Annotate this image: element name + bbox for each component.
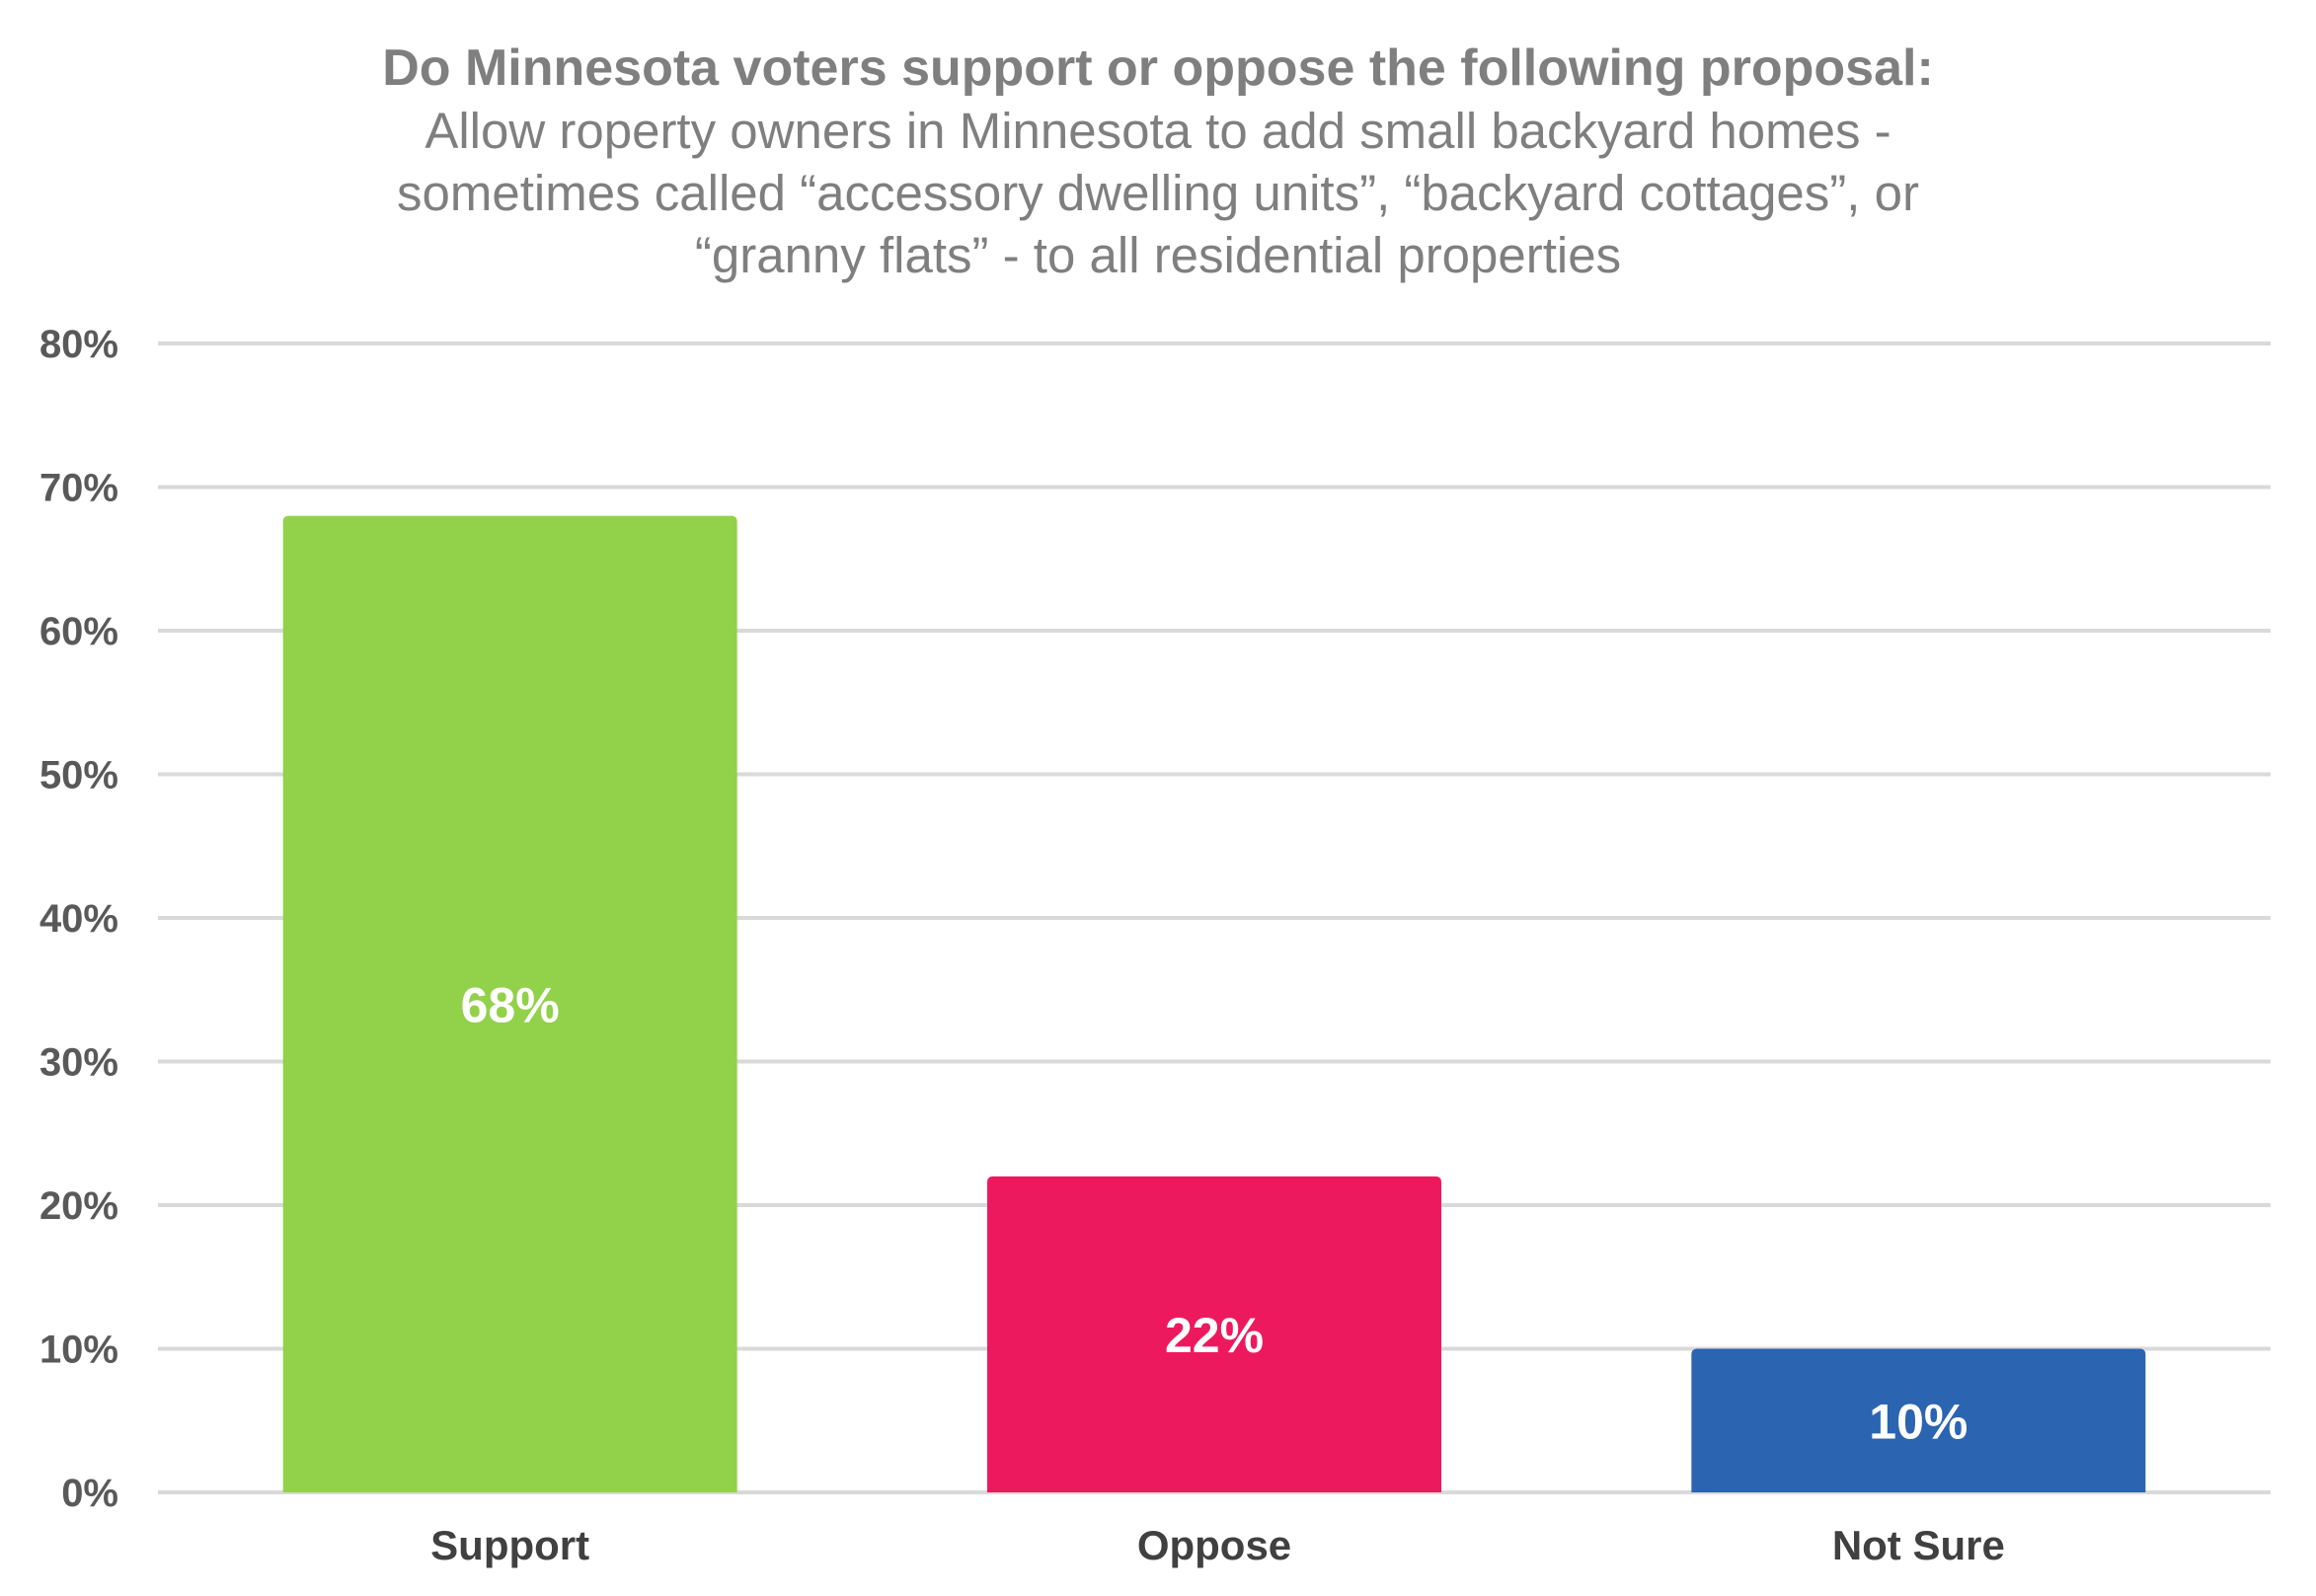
bar-not-sure [1691, 1348, 2146, 1492]
data-label-not-sure: 10% [1869, 1394, 1968, 1449]
bar-oppose [987, 1176, 1441, 1492]
y-tick-label-60: 60% [39, 610, 118, 653]
data-label-support: 68% [461, 977, 560, 1032]
category-label-not-sure: Not Sure [1832, 1522, 2005, 1568]
y-tick-label-30: 30% [39, 1041, 118, 1085]
chart-subtitle-line-2: sometimes called “accessory dwelling uni… [397, 165, 1919, 221]
y-tick-label-10: 10% [39, 1329, 118, 1372]
data-label-oppose: 22% [1165, 1308, 1264, 1363]
chart-subtitle-line-1: Allow roperty owners in Minnesota to add… [425, 103, 1891, 159]
category-label-support: Support [430, 1522, 589, 1568]
y-axis-tick-labels: 0% 10% 20% 30% 40% 50% 60% 70% 80% [39, 323, 118, 1515]
y-tick-label-50: 50% [39, 754, 118, 798]
chart-title-block: Do Minnesota voters support or oppose th… [0, 38, 2316, 286]
bars [282, 515, 2146, 1492]
y-tick-label-20: 20% [39, 1184, 118, 1228]
bar-support [282, 515, 737, 1492]
y-tick-label-80: 80% [39, 323, 118, 366]
x-axis-category-labels: Support Oppose Not Sure [430, 1522, 2005, 1568]
chart-subtitle-line-3: “granny flats” - to all residential prop… [694, 227, 1622, 283]
chart-title: Do Minnesota voters support or oppose th… [382, 39, 1934, 97]
category-label-oppose: Oppose [1137, 1522, 1291, 1568]
y-tick-label-0: 0% [61, 1472, 118, 1515]
y-tick-label-40: 40% [39, 897, 118, 941]
y-tick-label-70: 70% [39, 467, 118, 510]
data-labels: 68% 22% 10% [461, 977, 1969, 1449]
